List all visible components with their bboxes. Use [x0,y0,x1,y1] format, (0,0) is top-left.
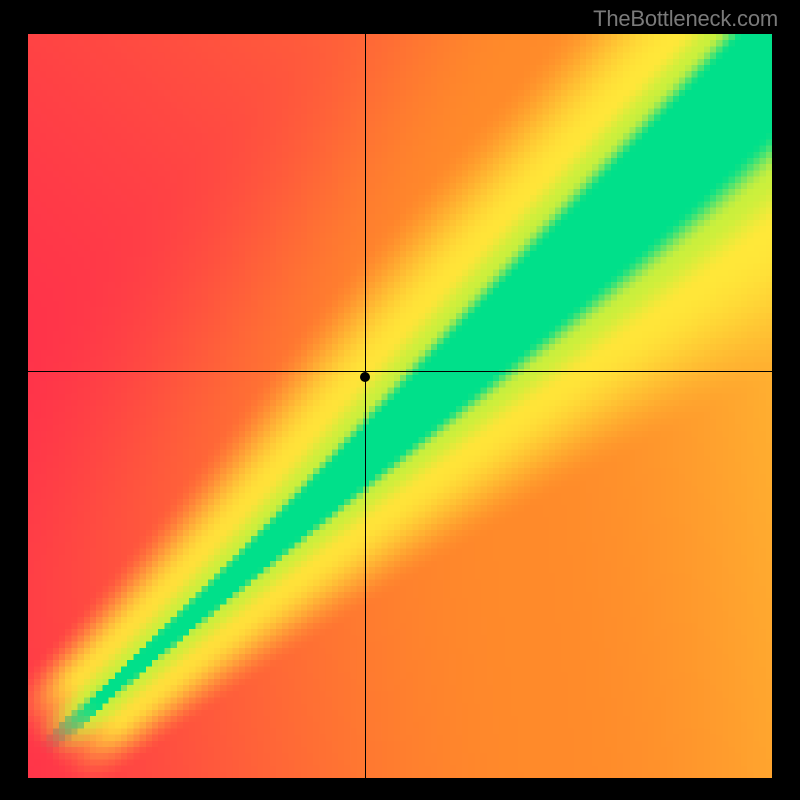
watermark-text: TheBottleneck.com [593,6,778,32]
heatmap-plot [28,34,772,778]
heatmap-canvas [28,34,772,778]
crosshair-marker [360,372,370,382]
chart-container: TheBottleneck.com [0,0,800,800]
crosshair-vertical [365,34,366,778]
crosshair-horizontal [28,371,772,372]
